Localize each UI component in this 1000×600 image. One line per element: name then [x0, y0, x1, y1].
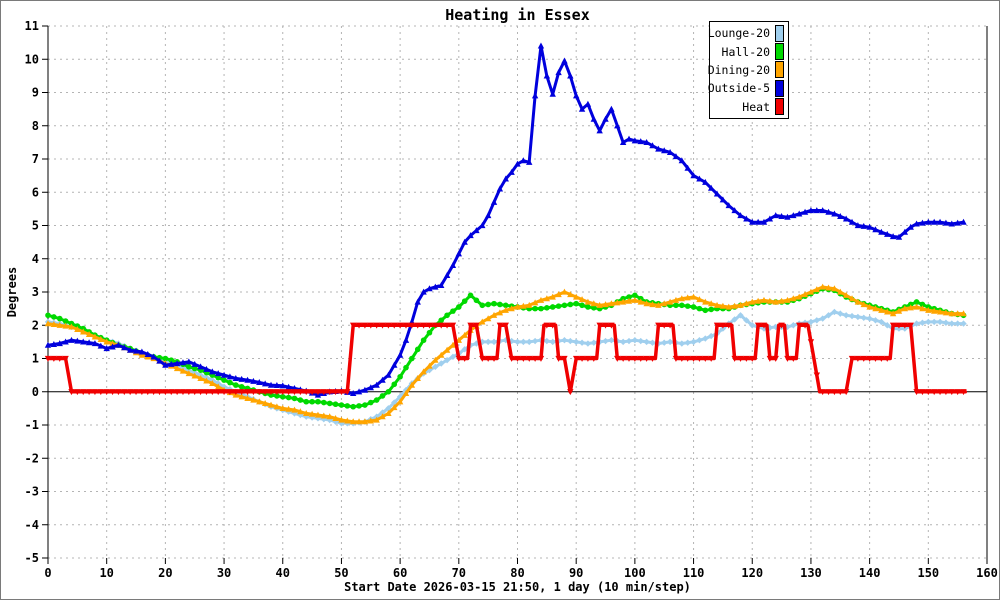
legend-label: Lounge-20	[707, 26, 770, 41]
x-tick-label: 160	[976, 566, 998, 580]
y-tick-label: 10	[25, 52, 39, 66]
y-tick-label: 2	[32, 318, 39, 332]
y-tick-label: 1	[32, 352, 39, 366]
y-tick-label: -3	[25, 485, 39, 499]
series-Heat	[46, 323, 968, 394]
x-tick-label: 30	[217, 566, 231, 580]
x-tick-label: 100	[624, 566, 646, 580]
grid	[48, 25, 987, 559]
legend-item-heat: Heat	[712, 98, 784, 116]
y-tick-label: 0	[32, 385, 39, 399]
legend-swatch	[775, 43, 784, 61]
y-tick-label: -1	[25, 418, 39, 432]
x-tick-label: 10	[99, 566, 113, 580]
x-axis-label: Start Date 2026-03-15 21:50, 1 day (10 m…	[344, 580, 691, 594]
y-tick-label: 9	[32, 86, 39, 100]
legend-item-outside-5: Outside-5	[708, 79, 784, 97]
y-tick-label: 7	[32, 152, 39, 166]
series-markers-Outside-5	[44, 42, 967, 398]
legend: Lounge-20 Hall-20 Dining-20 Outside-5 Heat	[708, 21, 789, 119]
legend-item-hall-20: Hall-20	[712, 43, 784, 61]
x-tick-label: 110	[683, 566, 705, 580]
x-tick-label: 50	[334, 566, 348, 580]
y-tick-label: -4	[25, 518, 39, 532]
legend-label: Dining-20	[707, 62, 770, 77]
chart-title: Heating in Essex	[445, 6, 590, 24]
series-markers-Heat	[44, 322, 967, 396]
legend-item-lounge-20: Lounge-20	[708, 24, 784, 42]
y-tick-label: -5	[25, 551, 39, 565]
legend-swatch	[775, 98, 784, 116]
y-tick-label: 5	[32, 219, 39, 233]
legend-label: Heat	[742, 99, 770, 114]
x-tick-label: 150	[917, 566, 939, 580]
legend-swatch	[775, 24, 784, 42]
series-line	[46, 323, 968, 394]
x-tick-label: 20	[158, 566, 172, 580]
y-tick-label: 8	[32, 119, 39, 133]
x-tick-label: 120	[741, 566, 763, 580]
x-tick-label: 140	[859, 566, 881, 580]
y-tick-label: 6	[32, 185, 39, 199]
y-tick-label: -2	[25, 451, 39, 465]
legend-label: Outside-5	[707, 81, 770, 96]
x-tick-label: 60	[393, 566, 407, 580]
legend-label: Hall-20	[721, 44, 770, 59]
legend-swatch	[775, 61, 784, 79]
y-tick-label: 4	[32, 252, 39, 266]
x-tick-label: 0	[44, 566, 51, 580]
series-markers-Dining-20	[44, 283, 967, 425]
legend-swatch	[775, 79, 784, 97]
x-tick-label: 130	[800, 566, 822, 580]
x-tick-label: 90	[569, 566, 583, 580]
y-tick-label: 3	[32, 285, 39, 299]
y-tick-label: 11	[25, 19, 39, 33]
x-tick-label: 40	[276, 566, 290, 580]
x-tick-label: 70	[452, 566, 466, 580]
x-tick-label: 80	[510, 566, 524, 580]
legend-item-dining-20: Dining-20	[708, 61, 784, 79]
